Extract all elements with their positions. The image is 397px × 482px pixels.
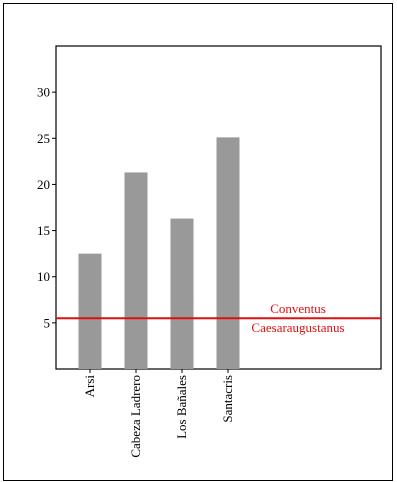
y-tick-label: 10 [37, 269, 50, 284]
bar [170, 218, 194, 369]
x-tick-label: Cabeza Ladrero [128, 375, 143, 458]
reference-label-line1: Conventus [270, 301, 326, 316]
bar [216, 137, 240, 369]
bar [124, 172, 148, 369]
y-tick-label: 5 [44, 315, 51, 330]
bar [78, 253, 102, 369]
y-tick-label: 15 [37, 223, 50, 238]
y-tick-label: 30 [37, 85, 50, 100]
x-axis-labels: Arsi Cabeza Ladrero Los Bañales Santacris [82, 369, 235, 458]
y-axis: 5 10 15 20 25 30 [37, 85, 56, 330]
reference-label-line2: Caesaraugustanus [251, 320, 344, 335]
bars-group [78, 137, 240, 369]
chart-frame [3, 3, 393, 481]
x-tick-label: Los Bañales [174, 375, 189, 439]
x-tick-label: Arsi [82, 375, 97, 398]
reference-line-group: Conventus Caesaraugustanus [56, 301, 381, 335]
y-tick-label: 20 [37, 177, 50, 192]
x-tick-label: Santacris [220, 375, 235, 423]
y-tick-label: 25 [37, 131, 50, 146]
